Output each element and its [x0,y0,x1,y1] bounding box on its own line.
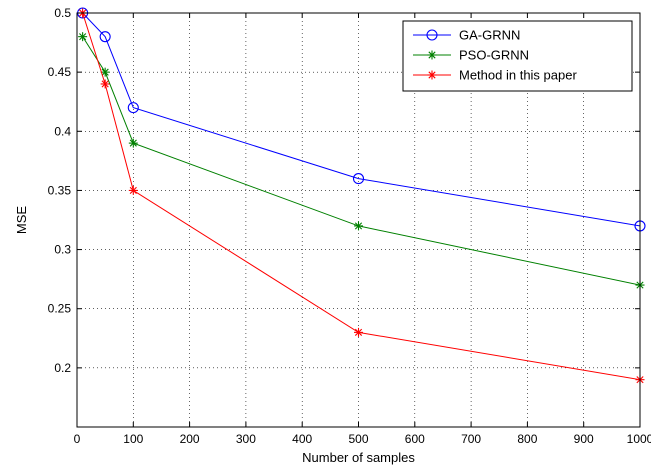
y-tick-label: 0.2 [54,361,71,375]
data-point [128,185,138,195]
x-tick-label: 800 [517,432,537,446]
data-point [352,173,365,185]
y-tick-label: 0.45 [48,65,72,79]
legend-item: PSO-GRNN [413,48,529,63]
data-point [99,31,111,43]
axis-ticks: 0 100 200 300 400 500 600 700 800 900 1000 0.2 0.25 0… [48,6,651,446]
x-axis-label: Number of samples [302,450,415,465]
x-tick-label: 600 [405,432,425,446]
legend-label: PSO-GRNN [459,48,529,63]
data-point [127,102,139,114]
series-2 [78,8,645,385]
y-tick-label: 0.3 [54,243,71,257]
y-tick-label: 0.25 [48,302,72,316]
plot-frame [76,12,641,428]
y-tick-label: 0.4 [54,124,71,138]
legend-label: Method in this paper [459,68,577,83]
y-tick-label: 0.5 [54,6,71,20]
x-tick-label: 100 [123,432,143,446]
series-line [82,12,641,227]
x-tick-label: 400 [292,432,312,446]
data-point [354,327,363,337]
legend-swatch-marker [426,29,438,41]
data-series [77,7,646,385]
data-point [354,221,363,231]
data-point [128,138,138,148]
y-axis-label: MSE [14,206,29,235]
x-tick-label: 200 [180,432,200,446]
x-tick-label: 1000 [627,432,651,446]
legend-swatch-marker [427,70,437,80]
legend-label: GA-GRNN [459,28,520,43]
x-tick-label: 900 [574,432,594,446]
x-tick-label: 500 [348,432,368,446]
x-tick-label: 0 [74,432,81,446]
legend-item: GA-GRNN [413,28,520,43]
legend-item: Method in this paper [413,68,577,83]
data-point [100,79,110,89]
legend-swatch-marker [427,50,437,60]
legend-box [402,20,633,92]
x-tick-label: 700 [461,432,481,446]
y-tick-label: 0.35 [48,183,72,197]
data-point [100,67,110,77]
x-tick-label: 300 [236,432,256,446]
data-point [78,32,88,42]
legend: GA-GRNN PSO-GRNN Method in this paper [402,20,633,92]
